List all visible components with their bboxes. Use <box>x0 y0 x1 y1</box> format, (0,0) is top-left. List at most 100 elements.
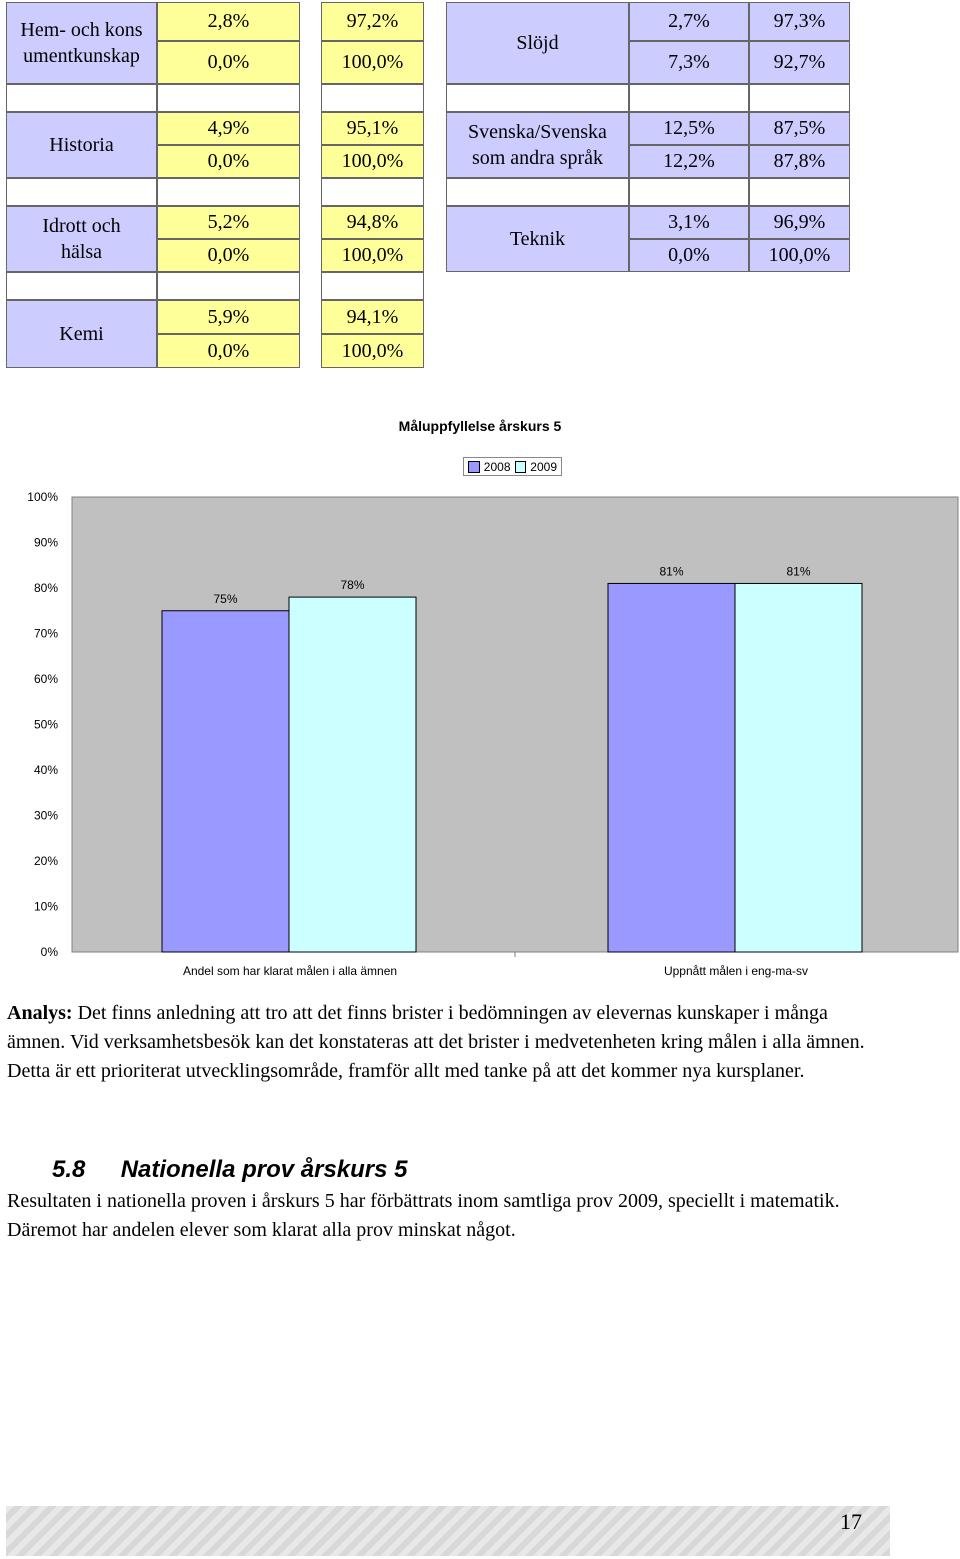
value-cell: 97,2% <box>321 2 424 41</box>
spacer-cell <box>749 178 850 206</box>
subject-label: Slöjd <box>516 32 559 54</box>
value-cell: 5,2% <box>157 206 300 239</box>
y-tick-label: 30% <box>34 809 58 823</box>
value: 96,9% <box>773 211 826 233</box>
spacer-cell <box>157 272 300 300</box>
value-cell: 12,2% <box>629 145 749 178</box>
value-cell: 0,0% <box>157 41 300 84</box>
data-label: 75% <box>213 592 237 606</box>
value: 0,0% <box>668 244 710 266</box>
category-label: Andel som har klarat målen i alla ämnen <box>70 964 510 978</box>
spacer-cell <box>321 84 424 112</box>
value-cell: 0,0% <box>629 239 749 272</box>
category-label: Uppnått målen i eng-ma-sv <box>516 964 956 978</box>
analysis-text: Det finns anledning att tro att det finn… <box>7 1002 865 1082</box>
value-cell: 87,8% <box>749 145 850 178</box>
spacer-cell <box>157 178 300 206</box>
value: 2,7% <box>668 10 710 32</box>
y-tick-label: 10% <box>34 900 58 914</box>
value: 12,5% <box>663 117 715 139</box>
value: 100,0% <box>341 244 404 266</box>
spacer-cell <box>157 84 300 112</box>
analysis-label: Analys: <box>7 1002 73 1024</box>
value-cell: 100,0% <box>321 334 424 368</box>
y-tick-label: 20% <box>34 854 58 868</box>
page-number-text: 17 <box>840 1509 862 1534</box>
value: 94,8% <box>346 211 399 233</box>
value-cell: 3,1% <box>629 206 749 239</box>
section-title: Nationella prov årskurs 5 <box>120 1156 408 1183</box>
value: 0,0% <box>207 150 250 172</box>
section-heading: 5.8 Nationella prov årskurs 5 <box>52 1156 408 1184</box>
legend-label-2008: 2008 <box>483 459 511 474</box>
value: 0,0% <box>207 339 250 362</box>
value-cell: 12,5% <box>629 112 749 145</box>
value: 97,3% <box>773 10 826 32</box>
bar <box>288 596 417 953</box>
y-tick-label: 100% <box>27 490 58 504</box>
spacer-cell <box>749 84 850 112</box>
value-cell: 94,1% <box>321 300 424 334</box>
value-cell: 2,8% <box>157 2 300 41</box>
value-cell: 100,0% <box>749 239 850 272</box>
value-cell: 0,0% <box>157 334 300 368</box>
value-cell: 100,0% <box>321 145 424 178</box>
bar-chart: 0% 10% 20% 30% 40% 50% 60% 70% 80% 90% 100% 75% 81% 7… <box>27 490 959 959</box>
value: 92,7% <box>773 51 826 73</box>
value-cell: 2,7% <box>629 2 749 41</box>
value-cell: 5,9% <box>157 300 300 334</box>
data-label: 78% <box>340 578 364 592</box>
section-number: 5.8 <box>52 1156 86 1183</box>
value-cell: 0,0% <box>157 145 300 178</box>
spacer-cell <box>446 178 629 206</box>
subject-cell: Slöjd <box>446 2 629 84</box>
value: 100,0% <box>341 339 404 362</box>
value-cell: 96,9% <box>749 206 850 239</box>
value: 100,0% <box>341 51 404 73</box>
category-label-text: Andel som har klarat målen i alla ämnen <box>182 964 398 978</box>
category-label-text: Uppnått målen i eng-ma-sv <box>663 964 809 978</box>
value: 97,2% <box>346 10 399 32</box>
subject-label: Historia <box>49 134 114 156</box>
subject-label: Svenska/Svenska som andra språk <box>468 121 607 169</box>
value-cell: 0,0% <box>157 239 300 272</box>
y-tick-label: 0% <box>41 945 59 959</box>
value: 87,8% <box>773 150 826 172</box>
subject-cell: Historia <box>6 112 157 178</box>
y-tick-label: 40% <box>34 763 58 777</box>
y-tick-label: 70% <box>34 627 58 641</box>
section-paragraph: Resultaten i nationella proven i årskurs… <box>7 1187 867 1245</box>
subject-cell: Idrott och hälsa <box>6 206 157 272</box>
value-cell: 97,3% <box>749 2 850 41</box>
value: 0,0% <box>207 244 250 266</box>
data-label: 81% <box>659 564 683 578</box>
subject-label: Idrott och hälsa <box>42 215 121 263</box>
analysis-paragraph: Analys: Det finns anledning att tro att … <box>7 999 867 1086</box>
legend-swatch-2009 <box>514 460 527 473</box>
subject-cell: Teknik <box>446 206 629 272</box>
page-number: 17 <box>840 1509 862 1535</box>
spacer-cell <box>6 84 157 112</box>
subject-label: Kemi <box>59 323 104 345</box>
spacer-cell <box>629 178 749 206</box>
value: 0,0% <box>207 51 250 73</box>
value: 3,1% <box>668 211 710 233</box>
value: 12,2% <box>663 150 715 172</box>
value: 95,1% <box>346 117 399 139</box>
spacer-cell <box>6 178 157 206</box>
value-cell: 100,0% <box>321 41 424 84</box>
y-tick-label: 60% <box>34 672 58 686</box>
value-cell: 7,3% <box>629 41 749 84</box>
value: 100,0% <box>341 150 404 172</box>
value: 7,3% <box>668 51 710 73</box>
value-cell: 92,7% <box>749 41 850 84</box>
bar <box>161 610 290 953</box>
spacer-cell <box>6 272 157 300</box>
value-cell: 4,9% <box>157 112 300 145</box>
footer-bar <box>6 1506 890 1556</box>
subject-cell: Hem- och konsumentkunskap <box>6 2 157 84</box>
bar <box>734 582 863 953</box>
subject-label: Teknik <box>509 228 566 250</box>
value-cell: 87,5% <box>749 112 850 145</box>
value: 87,5% <box>773 117 826 139</box>
